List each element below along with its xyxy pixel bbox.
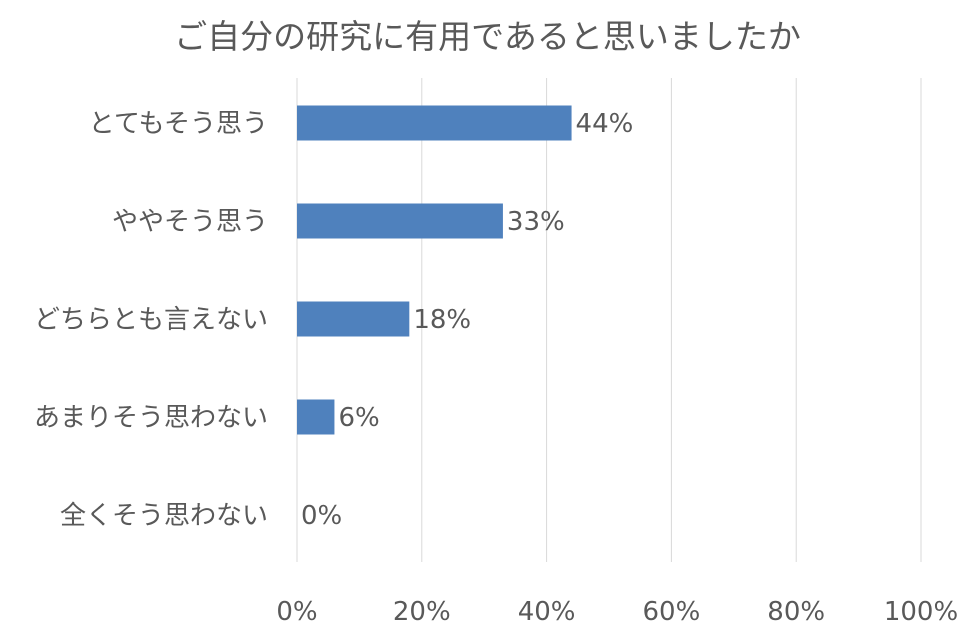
data-labels: 44% 33% 18% 6% 0%	[301, 109, 633, 531]
x-tick-label: 80%	[767, 597, 825, 627]
bars	[297, 105, 572, 435]
bar	[297, 399, 335, 435]
gridlines	[296, 78, 922, 562]
x-tick-label: 0%	[276, 597, 317, 627]
category-label: 全くそう思わない	[60, 501, 268, 531]
chart-title: ご自分の研究に有用であると思いましたか	[174, 17, 801, 56]
data-label: 6%	[338, 403, 379, 433]
data-label: 33%	[507, 207, 565, 237]
category-label: ややそう思う	[112, 207, 268, 237]
category-label: どちらとも言えない	[34, 305, 268, 335]
category-label: とてもそう思う	[89, 109, 268, 139]
bar	[297, 203, 503, 239]
data-label: 18%	[413, 305, 471, 335]
x-tick-label: 40%	[518, 597, 576, 627]
x-tick-label: 60%	[643, 597, 701, 627]
x-tick-label: 100%	[884, 597, 958, 627]
x-tick-labels: 0% 20% 40% 60% 80% 100%	[276, 597, 958, 627]
x-tick-label: 20%	[393, 597, 451, 627]
bar	[297, 301, 410, 337]
category-label: あまりそう思わない	[34, 403, 268, 433]
bar	[297, 105, 572, 141]
data-label: 44%	[576, 109, 634, 139]
data-label: 0%	[301, 501, 342, 531]
